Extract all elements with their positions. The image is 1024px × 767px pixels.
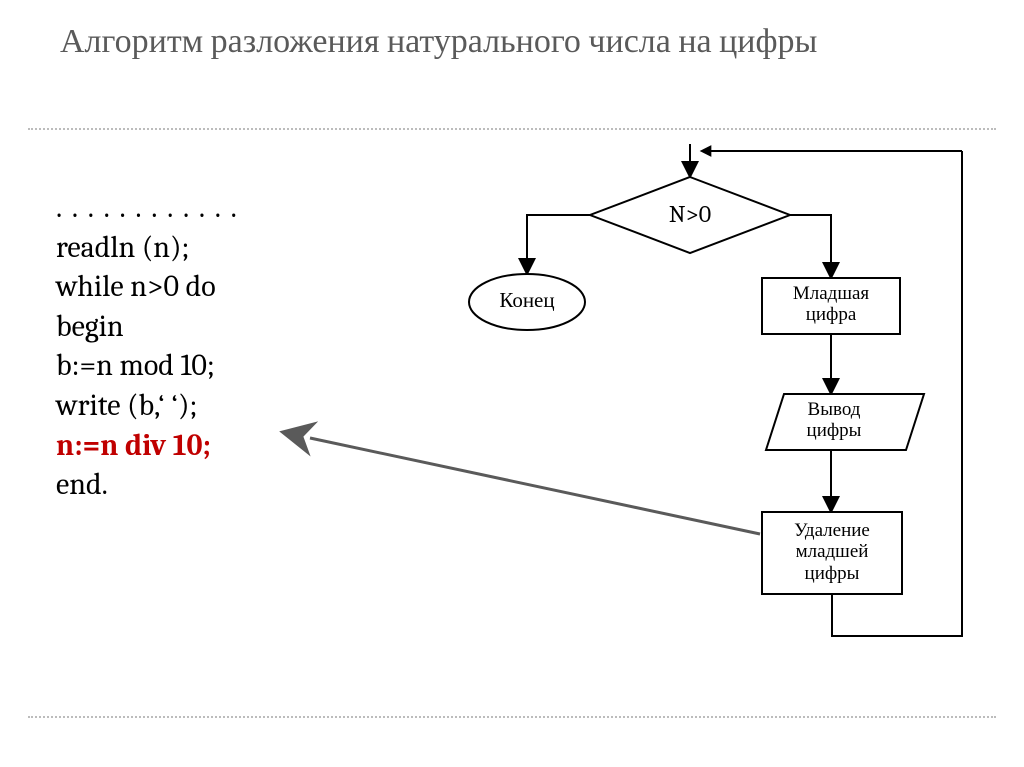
proc1-label: Младшая цифра [762, 283, 900, 326]
code-line: while n>0 do [56, 267, 239, 307]
code-dots: . . . . . . . . . . . . [56, 188, 239, 228]
code-line: end. [56, 465, 239, 505]
proc2-l3: цифры [762, 563, 902, 584]
divider-top [28, 128, 996, 130]
io-label: Вывод цифры [764, 399, 904, 442]
code-line: begin [56, 307, 239, 347]
end-text: Конец [499, 289, 554, 313]
page-title: Алгоритм разложения натурального числа н… [60, 22, 960, 61]
code-block: . . . . . . . . . . . . readln (n); whil… [56, 188, 239, 505]
proc1-l1: Младшая [762, 283, 900, 304]
code-line: readln (n); [56, 228, 239, 268]
proc2-l1: Удаление [762, 520, 902, 541]
end-label: Конец [467, 290, 587, 314]
io-l1: Вывод [764, 399, 904, 420]
proc2-l2: младшей [762, 541, 902, 562]
code-line-highlight: n:=n div 10; [56, 426, 239, 466]
code-line: write (b,‘ ‘); [56, 386, 239, 426]
decision-text: N>0 [669, 200, 711, 228]
code-line: b:=n mod 10; [56, 346, 239, 386]
io-l2: цифры [764, 420, 904, 441]
proc2-label: Удаление младшей цифры [762, 520, 902, 584]
decision-label: N>0 [630, 201, 750, 228]
proc1-l2: цифра [762, 304, 900, 325]
divider-bottom [28, 716, 996, 718]
